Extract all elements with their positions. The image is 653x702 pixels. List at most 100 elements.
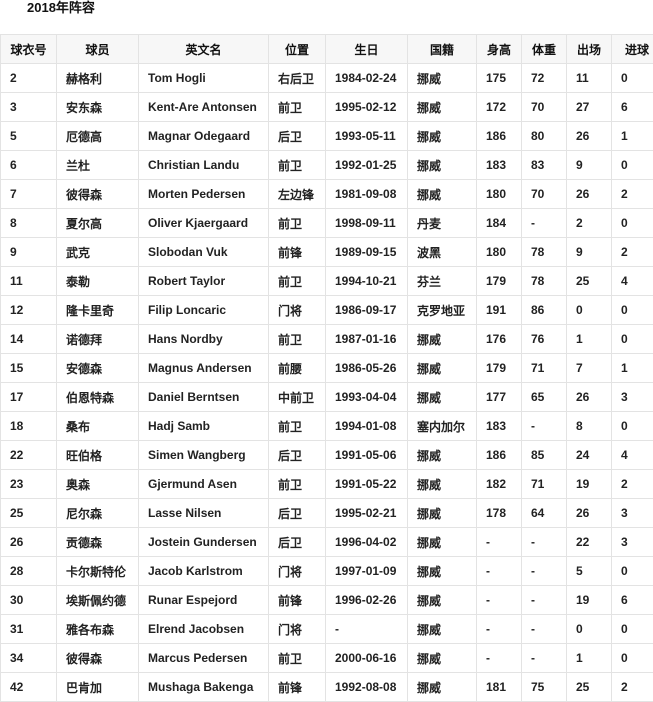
cell-position: 前腰 — [269, 354, 326, 383]
cell-goals: 6 — [612, 93, 653, 122]
cell-weight: - — [522, 586, 567, 615]
cell-appearances: 9 — [567, 238, 612, 267]
cell-height: 182 — [477, 470, 522, 499]
cell-height: 186 — [477, 441, 522, 470]
cell-height: - — [477, 528, 522, 557]
cell-english-name: Hadj Samb — [139, 412, 269, 441]
cell-appearances: 26 — [567, 122, 612, 151]
cell-appearances: 7 — [567, 354, 612, 383]
cell-birthday: 1996-02-26 — [326, 586, 408, 615]
cell-appearances: 0 — [567, 296, 612, 325]
cell-player: 厄德高 — [57, 122, 139, 151]
cell-appearances: 19 — [567, 470, 612, 499]
cell-weight: 71 — [522, 354, 567, 383]
cell-height: 183 — [477, 151, 522, 180]
cell-nationality: 挪威 — [408, 151, 477, 180]
cell-english-name: Daniel Berntsen — [139, 383, 269, 412]
cell-nationality: 芬兰 — [408, 267, 477, 296]
cell-weight: 65 — [522, 383, 567, 412]
cell-nationality: 挪威 — [408, 93, 477, 122]
cell-english-name: Oliver Kjaergaard — [139, 209, 269, 238]
cell-player: 旺伯格 — [57, 441, 139, 470]
cell-weight: - — [522, 644, 567, 673]
cell-birthday: 1994-01-08 — [326, 412, 408, 441]
cell-weight: 70 — [522, 93, 567, 122]
cell-player: 卡尔斯特伦 — [57, 557, 139, 586]
cell-appearances: 26 — [567, 180, 612, 209]
cell-birthday: 1992-08-08 — [326, 673, 408, 702]
cell-appearances: 5 — [567, 557, 612, 586]
cell-weight: 76 — [522, 325, 567, 354]
cell-height: 180 — [477, 180, 522, 209]
cell-goals: 1 — [612, 122, 653, 151]
cell-number: 6 — [1, 151, 57, 180]
cell-weight: 78 — [522, 267, 567, 296]
cell-nationality: 克罗地亚 — [408, 296, 477, 325]
cell-position: 前锋 — [269, 238, 326, 267]
cell-position: 后卫 — [269, 441, 326, 470]
cell-appearances: 24 — [567, 441, 612, 470]
cell-number: 8 — [1, 209, 57, 238]
cell-goals: 3 — [612, 499, 653, 528]
cell-player: 兰杜 — [57, 151, 139, 180]
cell-position: 前锋 — [269, 673, 326, 702]
cell-english-name: Christian Landu — [139, 151, 269, 180]
cell-english-name: Tom Hogli — [139, 64, 269, 93]
cell-appearances: 1 — [567, 325, 612, 354]
cell-player: 奥森 — [57, 470, 139, 499]
cell-english-name: Simen Wangberg — [139, 441, 269, 470]
cell-height: - — [477, 557, 522, 586]
cell-player: 伯恩特森 — [57, 383, 139, 412]
cell-nationality: 挪威 — [408, 644, 477, 673]
cell-number: 3 — [1, 93, 57, 122]
cell-height: 179 — [477, 354, 522, 383]
column-header-height: 身高 — [477, 35, 522, 64]
cell-birthday: 1998-09-11 — [326, 209, 408, 238]
cell-appearances: 25 — [567, 673, 612, 702]
cell-height: 181 — [477, 673, 522, 702]
cell-nationality: 挪威 — [408, 557, 477, 586]
cell-number: 30 — [1, 586, 57, 615]
cell-goals: 3 — [612, 383, 653, 412]
cell-birthday: 1986-09-17 — [326, 296, 408, 325]
cell-goals: 0 — [612, 557, 653, 586]
cell-position: 右后卫 — [269, 64, 326, 93]
cell-number: 18 — [1, 412, 57, 441]
cell-number: 15 — [1, 354, 57, 383]
cell-player: 桑布 — [57, 412, 139, 441]
column-header-appearances: 出场 — [567, 35, 612, 64]
cell-appearances: 1 — [567, 644, 612, 673]
section-title: 2018年阵容 — [27, 0, 95, 16]
cell-weight: 70 — [522, 180, 567, 209]
cell-birthday: 1986-05-26 — [326, 354, 408, 383]
cell-height: 172 — [477, 93, 522, 122]
cell-appearances: 19 — [567, 586, 612, 615]
cell-goals: 1 — [612, 354, 653, 383]
cell-weight: 78 — [522, 238, 567, 267]
cell-number: 22 — [1, 441, 57, 470]
cell-nationality: 挪威 — [408, 180, 477, 209]
cell-number: 25 — [1, 499, 57, 528]
cell-english-name: Jostein Gundersen — [139, 528, 269, 557]
cell-appearances: 2 — [567, 209, 612, 238]
cell-english-name: Lasse Nilsen — [139, 499, 269, 528]
cell-height: 191 — [477, 296, 522, 325]
cell-goals: 2 — [612, 673, 653, 702]
cell-english-name: Runar Espejord — [139, 586, 269, 615]
cell-number: 11 — [1, 267, 57, 296]
cell-number: 31 — [1, 615, 57, 644]
cell-player: 埃斯佩约德 — [57, 586, 139, 615]
